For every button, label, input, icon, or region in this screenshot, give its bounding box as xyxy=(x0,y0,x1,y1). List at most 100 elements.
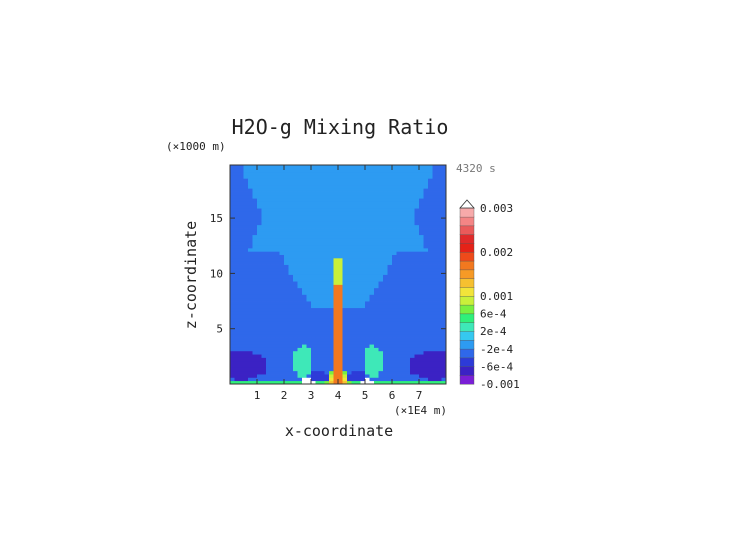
heatmap-cell xyxy=(293,178,298,182)
heatmap-cell xyxy=(419,380,424,385)
heatmap-cell xyxy=(266,291,271,295)
heatmap-cell xyxy=(441,311,447,315)
heatmap-cell xyxy=(392,244,397,249)
heatmap-cell xyxy=(302,311,307,315)
heatmap-cell xyxy=(311,317,316,322)
heatmap-cell xyxy=(230,370,235,375)
heatmap-cell xyxy=(302,241,307,246)
heatmap-cell xyxy=(405,224,411,229)
heatmap-cell xyxy=(234,284,240,289)
heatmap-cell xyxy=(234,297,240,302)
heatmap-cell xyxy=(405,354,411,358)
heatmap-cell xyxy=(360,360,366,365)
heatmap-cell xyxy=(270,204,276,209)
heatmap-cell xyxy=(437,228,442,232)
heatmap-cell xyxy=(401,198,406,202)
heatmap-cell xyxy=(320,221,325,226)
heatmap-cell xyxy=(324,238,330,242)
heatmap-cell xyxy=(306,350,312,355)
heatmap-cell xyxy=(315,304,321,309)
colorbar-label: -2e-4 xyxy=(480,343,513,356)
heatmap-cell xyxy=(351,334,357,338)
heatmap-cell xyxy=(234,304,240,309)
heatmap-cell xyxy=(441,264,447,269)
heatmap-cell xyxy=(369,201,375,206)
x-tick-label: 7 xyxy=(416,389,423,402)
heatmap-cell xyxy=(284,181,289,186)
heatmap-cell xyxy=(293,221,298,226)
heatmap-cell xyxy=(437,194,442,199)
heatmap-cell xyxy=(311,241,316,246)
heatmap-cell xyxy=(423,357,429,362)
heatmap-cell xyxy=(306,194,312,199)
heatmap-cell xyxy=(320,214,325,219)
heatmap-cell xyxy=(365,238,370,242)
heatmap-cell xyxy=(311,304,316,309)
heatmap-cell xyxy=(378,218,384,222)
heatmap-cell xyxy=(320,311,325,315)
heatmap-cell xyxy=(347,221,352,226)
heatmap-cell xyxy=(410,284,415,289)
heatmap-cell xyxy=(356,194,361,199)
heatmap-cell xyxy=(347,254,352,259)
heatmap-cell xyxy=(387,327,393,332)
heatmap-cell xyxy=(266,330,271,335)
heatmap-cell xyxy=(234,171,240,176)
heatmap-cell xyxy=(396,281,402,285)
heatmap-cell xyxy=(401,314,406,319)
heatmap-cell xyxy=(347,274,352,279)
heatmap-cell xyxy=(351,184,357,189)
heatmap-cell xyxy=(401,274,406,279)
heatmap-cell xyxy=(365,294,370,299)
heatmap-cell xyxy=(284,234,289,239)
heatmap-cell xyxy=(243,350,249,355)
heatmap-cell xyxy=(338,271,343,275)
heatmap-cell xyxy=(378,304,384,309)
heatmap-cell xyxy=(432,221,438,226)
heatmap-cell xyxy=(234,354,240,358)
heatmap-cell xyxy=(342,214,348,219)
heatmap-cell xyxy=(252,311,258,315)
heatmap-cell xyxy=(423,261,429,265)
heatmap-cell xyxy=(369,198,375,202)
heatmap-cell xyxy=(405,171,411,176)
heatmap-cell xyxy=(396,301,402,305)
heatmap-cell xyxy=(405,337,411,342)
heatmap-cell xyxy=(230,350,235,355)
heatmap-cell xyxy=(239,221,244,226)
heatmap-cell xyxy=(275,294,280,299)
heatmap-cell xyxy=(324,211,330,216)
heatmap-cell xyxy=(333,347,339,352)
heatmap-cell xyxy=(405,261,411,265)
heatmap-cell xyxy=(414,307,420,312)
heatmap-cell xyxy=(324,171,330,176)
heatmap-cell xyxy=(306,370,312,375)
heatmap-cell xyxy=(329,287,334,292)
heatmap-cell xyxy=(252,367,258,372)
heatmap-cell xyxy=(414,330,420,335)
heatmap-cell xyxy=(284,244,289,249)
heatmap-cell xyxy=(387,330,393,335)
heatmap-cell xyxy=(329,228,334,232)
heatmap-cell xyxy=(248,188,253,192)
heatmap-cell xyxy=(365,360,370,365)
heatmap-cell xyxy=(401,184,406,189)
x-tick-label: 1 xyxy=(254,389,261,402)
heatmap-cell xyxy=(423,354,429,358)
heatmap-cell xyxy=(338,314,343,319)
heatmap-cell xyxy=(270,214,276,219)
heatmap-cell xyxy=(396,344,402,348)
heatmap-cell xyxy=(405,314,411,319)
heatmap-cell xyxy=(324,277,330,282)
heatmap-cell xyxy=(329,174,334,179)
heatmap-cell xyxy=(288,211,294,216)
heatmap-cell xyxy=(356,377,361,382)
heatmap-cell xyxy=(342,198,348,202)
heatmap-cell xyxy=(414,247,420,252)
heatmap-cell xyxy=(392,377,397,382)
heatmap-cell xyxy=(270,377,276,382)
heatmap-cell xyxy=(293,367,298,372)
heatmap-cell xyxy=(405,178,411,182)
heatmap-cell xyxy=(351,354,357,358)
heatmap-cell xyxy=(356,334,361,338)
